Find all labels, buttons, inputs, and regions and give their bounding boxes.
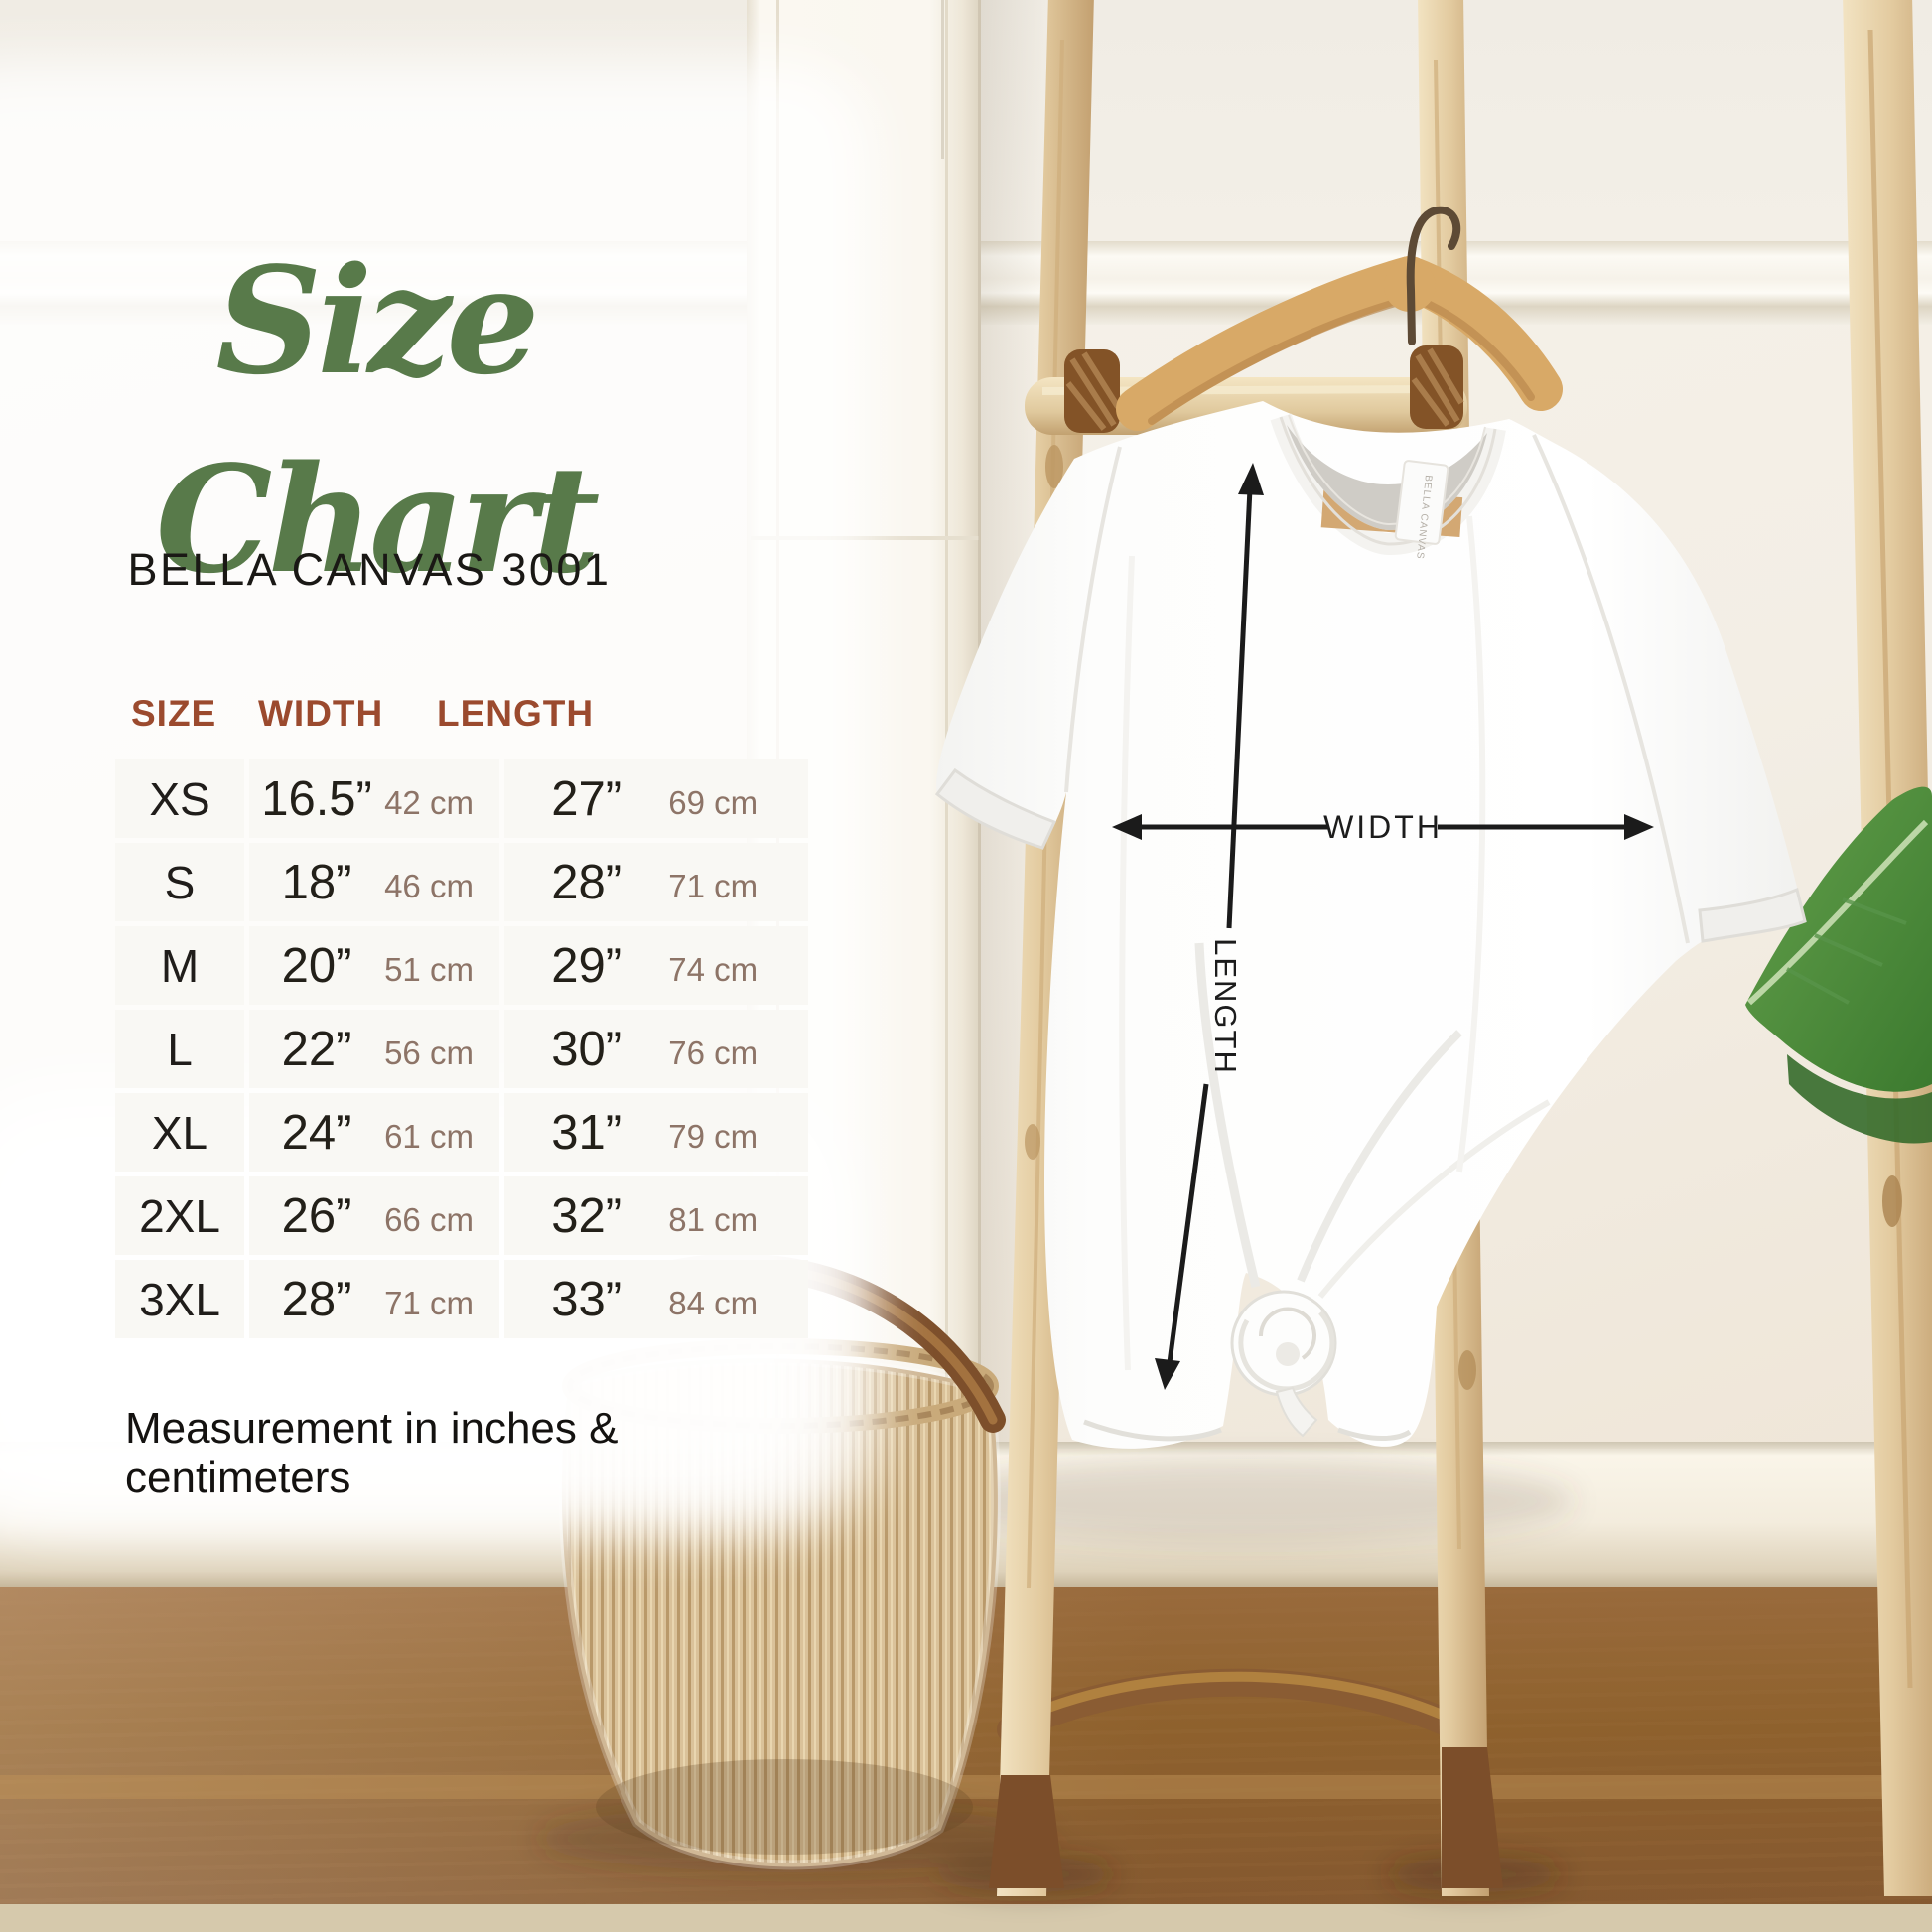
length-inches: 28” bbox=[551, 855, 622, 909]
length-cm: 71 cm bbox=[668, 868, 759, 904]
length-cell: 30” 76 cm bbox=[504, 1010, 808, 1088]
size-cell: M bbox=[115, 926, 244, 1005]
measurement-note: Measurement in inches & centimeters bbox=[125, 1404, 619, 1502]
width-inches: 28” bbox=[281, 1272, 352, 1326]
neck-label bbox=[1394, 460, 1449, 545]
rope-wrap-left bbox=[1064, 349, 1121, 433]
width-cm: 66 cm bbox=[384, 1201, 474, 1238]
length-cm: 79 cm bbox=[668, 1118, 759, 1155]
length-inches: 27” bbox=[551, 771, 622, 826]
floor-plank-highlight bbox=[0, 1775, 1932, 1799]
width-inches: 16.5” bbox=[261, 771, 372, 826]
width-label: WIDTH bbox=[1323, 809, 1443, 845]
column-header-width: WIDTH bbox=[258, 693, 384, 734]
size-cell: S bbox=[115, 843, 244, 921]
length-cell: 29” 74 cm bbox=[504, 926, 808, 1005]
length-cm: 69 cm bbox=[668, 784, 759, 821]
page-subtitle: BELLA CANVAS 3001 bbox=[127, 544, 612, 595]
size-cell: L bbox=[115, 1010, 244, 1088]
length-cell: 33” 84 cm bbox=[504, 1260, 808, 1338]
size-cell: 3XL bbox=[115, 1260, 244, 1338]
wall-panel-line bbox=[941, 0, 944, 159]
width-cell: 26” 66 cm bbox=[249, 1176, 499, 1255]
width-cm: 51 cm bbox=[384, 951, 474, 988]
width-cell: 20” 51 cm bbox=[249, 926, 499, 1005]
length-cell: 27” 69 cm bbox=[504, 759, 808, 838]
width-inches: 20” bbox=[281, 938, 352, 993]
length-cm: 76 cm bbox=[668, 1035, 759, 1071]
ladder-stretcher bbox=[997, 1668, 1487, 1749]
width-cm: 46 cm bbox=[384, 868, 474, 904]
length-cell: 31” 79 cm bbox=[504, 1093, 808, 1172]
hanger-hook bbox=[1406, 206, 1461, 345]
width-cell: 28” 71 cm bbox=[249, 1260, 499, 1338]
floor-edge-strip bbox=[0, 1904, 1932, 1932]
size-cell: XS bbox=[115, 759, 244, 838]
width-cell: 18” 46 cm bbox=[249, 843, 499, 921]
page-title: Size Chart bbox=[155, 234, 601, 606]
column-header-length: LENGTH bbox=[437, 693, 595, 734]
width-cell: 16.5” 42 cm bbox=[249, 759, 499, 838]
size-table: XS 16.5” 42 cm 27” 69 cm S 18” 46 cm 28”… bbox=[115, 759, 808, 1338]
width-cm: 61 cm bbox=[384, 1118, 474, 1155]
length-cm: 74 cm bbox=[668, 951, 759, 988]
length-inches: 30” bbox=[551, 1022, 622, 1076]
width-inches: 18” bbox=[281, 855, 352, 909]
length-cm: 81 cm bbox=[668, 1201, 759, 1238]
tshirt: BELLA CANVAS bbox=[934, 401, 1807, 1449]
leaf bbox=[1745, 786, 1932, 1144]
ladder-foot-left bbox=[989, 1775, 1064, 1888]
size-cell: 2XL bbox=[115, 1176, 244, 1255]
width-cell: 22” 56 cm bbox=[249, 1010, 499, 1088]
length-cell: 28” 71 cm bbox=[504, 843, 808, 921]
length-inches: 31” bbox=[551, 1105, 622, 1160]
width-cm: 42 cm bbox=[384, 784, 474, 821]
tshirt-collar: BELLA CANVAS bbox=[1270, 413, 1506, 560]
length-inches: 32” bbox=[551, 1188, 622, 1243]
length-label: LENGTH bbox=[1208, 938, 1243, 1075]
width-cm: 56 cm bbox=[384, 1035, 474, 1071]
wooden-hanger bbox=[1116, 206, 1563, 431]
length-cm: 84 cm bbox=[668, 1285, 759, 1321]
width-inches: 26” bbox=[281, 1188, 352, 1243]
column-header-size: SIZE bbox=[131, 693, 217, 734]
width-arrow bbox=[1112, 814, 1654, 840]
size-cell: XL bbox=[115, 1093, 244, 1172]
door-panel-groove bbox=[945, 0, 948, 1442]
length-inches: 33” bbox=[551, 1272, 622, 1326]
length-arrow bbox=[1155, 463, 1264, 1390]
width-inches: 22” bbox=[281, 1022, 352, 1076]
tshirt-knot bbox=[1230, 1290, 1337, 1438]
width-inches: 24” bbox=[281, 1105, 352, 1160]
length-inches: 29” bbox=[551, 938, 622, 993]
width-cm: 71 cm bbox=[384, 1285, 474, 1321]
length-cell: 32” 81 cm bbox=[504, 1176, 808, 1255]
ladder-foot-right bbox=[1442, 1747, 1503, 1888]
rope-wrap-right bbox=[1410, 345, 1464, 429]
width-cell: 24” 61 cm bbox=[249, 1093, 499, 1172]
measurement-arrows bbox=[1112, 463, 1654, 1390]
